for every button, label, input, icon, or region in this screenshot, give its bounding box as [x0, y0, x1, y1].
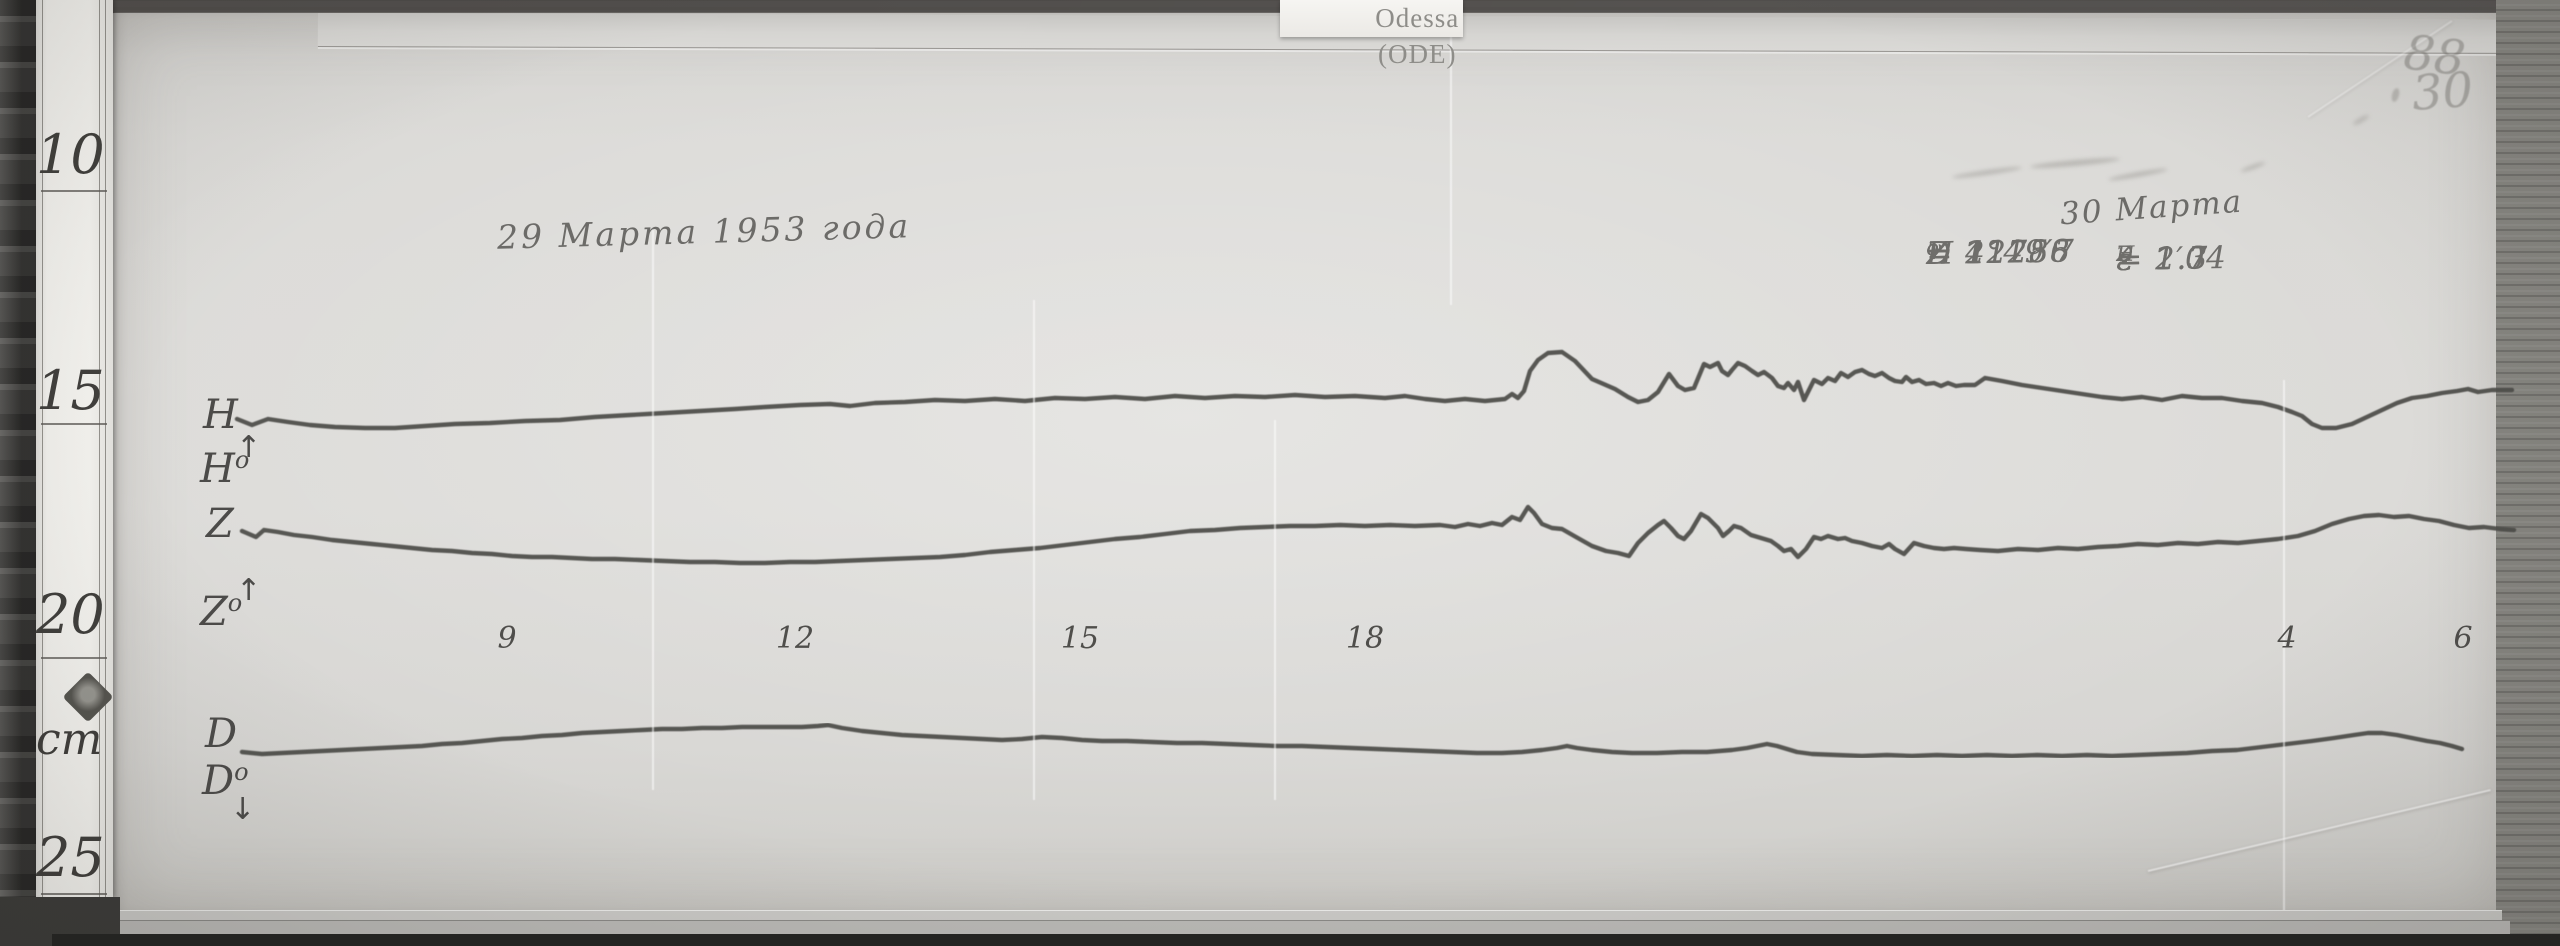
trace-label-main: Z — [200, 589, 228, 635]
trace-H — [234, 349, 2515, 431]
trace-label-main: Z — [206, 501, 234, 547]
ruler-cm-line — [41, 657, 107, 659]
table-edge-dark-strip — [52, 934, 2560, 946]
hour-label-15: 15 — [1060, 621, 1100, 656]
paper-crease — [652, 230, 654, 790]
ruler-number-25: 25 — [36, 826, 105, 889]
paper-bottom-edge — [113, 910, 2502, 921]
trace-label-sub: o — [227, 589, 243, 617]
hour-label-4: 4 — [2277, 621, 2297, 656]
ruler: cm 10 15 20 25 — [36, 0, 114, 897]
ruler-edge-line — [105, 0, 106, 897]
trace-D — [239, 722, 2465, 759]
arrow-up-icon: ↑ — [236, 573, 262, 608]
trace-label-D: D — [205, 711, 237, 757]
hour-label-18: 18 — [1345, 621, 1385, 656]
hour-label-6: 6 — [2453, 621, 2473, 656]
trace-label-sub: o — [234, 446, 250, 474]
station-label-tag: Odessa (ODE) — [1280, 0, 1463, 69]
hour-label-12: 12 — [775, 621, 815, 656]
paper-crease — [1450, 25, 1452, 305]
arrow-up-icon: ↑ — [236, 430, 262, 465]
ruler-edge-line — [42, 0, 43, 897]
ruler-number-10: 10 — [36, 123, 105, 186]
paper-crease — [1033, 300, 1035, 800]
station-label: Odessa (ODE) — [1375, 3, 1460, 69]
paper-crease — [2283, 380, 2285, 925]
trace-label-sub: o — [234, 758, 249, 786]
ruler-number-20: 20 — [36, 583, 105, 646]
paper-crease — [1274, 420, 1276, 800]
ruler-cm-line — [41, 190, 107, 192]
magnetogram-sheet — [113, 12, 2502, 912]
arrow-down-icon: ↓ — [230, 792, 256, 827]
trace-label-main: H — [200, 446, 235, 492]
ruler-number-15: 15 — [36, 359, 105, 422]
paper-bottom-shelf — [80, 921, 2510, 936]
trace-label-Z: Z — [206, 501, 234, 547]
ruler-cm-line — [41, 423, 107, 425]
ruler-unit-label: cm — [36, 714, 103, 765]
trace-Z — [239, 504, 2517, 566]
table-surface-left — [0, 0, 36, 946]
pencil-corner-mark: 88 30 — [2396, 24, 2516, 138]
ruler-cm-line — [41, 893, 107, 895]
ruler-edge-line — [99, 0, 100, 897]
trace-label-H: H — [203, 392, 238, 438]
trace-label-main: H — [203, 392, 238, 438]
trace-label-main: D — [202, 758, 235, 804]
hour-label-9: 9 — [497, 621, 517, 656]
trace-label-main: D — [205, 711, 238, 757]
pencil-corner-mark-bottom: 30 — [2410, 61, 2475, 123]
